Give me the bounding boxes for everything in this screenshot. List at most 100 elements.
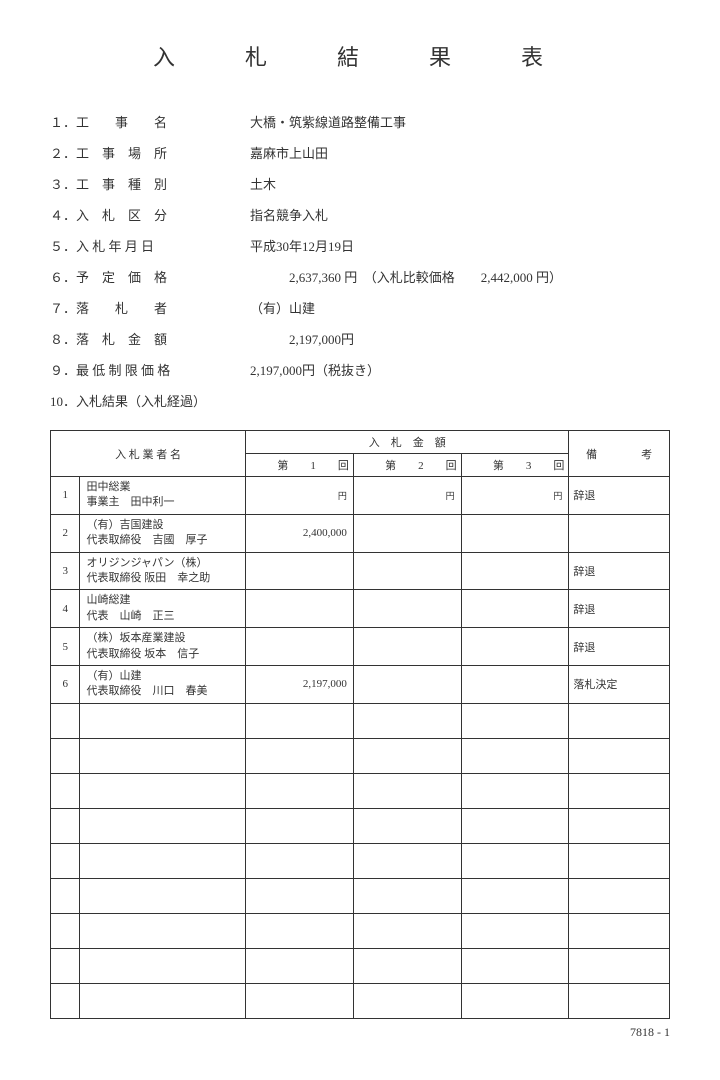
empty-cell: [51, 843, 80, 878]
empty-cell: [80, 738, 246, 773]
empty-cell: [569, 843, 670, 878]
empty-cell: [569, 773, 670, 808]
row-number: 3: [51, 552, 80, 590]
bid-round-3: 円: [461, 477, 569, 515]
bid-round-2: [353, 665, 461, 703]
info-list: １．工 事 名大橋・筑紫線道路整備工事２．工 事 場 所嘉麻市上山田３．工 事 …: [50, 112, 670, 410]
empty-cell: [51, 738, 80, 773]
bid-round-2: [353, 590, 461, 628]
info-label: ５．入 札 年 月 日: [50, 236, 250, 255]
remark: 辞退: [569, 552, 670, 590]
info-row: ２．工 事 場 所嘉麻市上山田: [50, 143, 670, 162]
table-row: [51, 878, 670, 913]
table-row: [51, 773, 670, 808]
remark: 辞退: [569, 628, 670, 666]
empty-cell: [353, 703, 461, 738]
empty-cell: [80, 878, 246, 913]
empty-cell: [246, 843, 354, 878]
bidder-name: （有）吉国建設代表取締役 吉國 厚子: [80, 514, 246, 552]
th-bidder-name: 入 札 業 者 名: [51, 431, 246, 477]
bid-round-2: [353, 552, 461, 590]
row-number: 6: [51, 665, 80, 703]
info-row: １．工 事 名大橋・筑紫線道路整備工事: [50, 112, 670, 131]
bidder-name: 山崎総建代表 山崎 正三: [80, 590, 246, 628]
info-label: １．工 事 名: [50, 112, 250, 131]
empty-cell: [569, 948, 670, 983]
empty-cell: [246, 983, 354, 1018]
th-round3: 第 3 回: [461, 454, 569, 477]
bid-round-2: [353, 514, 461, 552]
table-row: [51, 738, 670, 773]
remark: 辞退: [569, 477, 670, 515]
empty-cell: [80, 913, 246, 948]
row-number: 1: [51, 477, 80, 515]
info-row: 10．入札結果（入札経過）: [50, 391, 670, 410]
bid-round-3: [461, 628, 569, 666]
table-row: [51, 703, 670, 738]
empty-cell: [246, 808, 354, 843]
empty-cell: [51, 983, 80, 1018]
table-row: [51, 913, 670, 948]
remark: [569, 514, 670, 552]
info-row: ３．工 事 種 別土木: [50, 174, 670, 193]
bid-round-1: 2,197,000: [246, 665, 354, 703]
bid-round-2: [353, 628, 461, 666]
bid-round-1: 2,400,000: [246, 514, 354, 552]
bid-round-1: [246, 590, 354, 628]
bid-round-1: [246, 628, 354, 666]
info-label: ６．予 定 価 格: [50, 267, 250, 286]
empty-cell: [246, 878, 354, 913]
empty-cell: [246, 738, 354, 773]
table-row: 2（有）吉国建設代表取締役 吉國 厚子2,400,000: [51, 514, 670, 552]
info-value: 2,197,000円: [250, 329, 670, 348]
bid-round-3: [461, 665, 569, 703]
info-label: ９．最 低 制 限 価 格: [50, 360, 250, 379]
table-row: 3オリジンジャパン（株）代表取締役 阪田 幸之助辞退: [51, 552, 670, 590]
table-row: [51, 983, 670, 1018]
table-row: [51, 948, 670, 983]
info-label: ３．工 事 種 別: [50, 174, 250, 193]
empty-cell: [51, 948, 80, 983]
empty-cell: [80, 948, 246, 983]
empty-cell: [51, 878, 80, 913]
empty-cell: [461, 738, 569, 773]
info-row: ８．落 札 金 額 2,197,000円: [50, 329, 670, 348]
empty-cell: [353, 948, 461, 983]
bid-round-1: 円: [246, 477, 354, 515]
bid-round-3: [461, 590, 569, 628]
empty-cell: [80, 983, 246, 1018]
row-number: 5: [51, 628, 80, 666]
th-round2: 第 2 回: [353, 454, 461, 477]
empty-cell: [569, 913, 670, 948]
info-label: ７．落 札 者: [50, 298, 250, 317]
empty-cell: [353, 808, 461, 843]
table-row: [51, 808, 670, 843]
bid-round-3: [461, 552, 569, 590]
info-row: ７．落 札 者（有）山建: [50, 298, 670, 317]
info-label: ２．工 事 場 所: [50, 143, 250, 162]
empty-cell: [353, 738, 461, 773]
info-row: ５．入 札 年 月 日平成30年12月19日: [50, 236, 670, 255]
row-number: 2: [51, 514, 80, 552]
info-value: 指名競争入札: [250, 205, 670, 224]
empty-cell: [80, 843, 246, 878]
table-row: [51, 843, 670, 878]
empty-cell: [246, 913, 354, 948]
empty-cell: [569, 983, 670, 1018]
info-value: 嘉麻市上山田: [250, 143, 670, 162]
empty-cell: [353, 913, 461, 948]
empty-cell: [80, 808, 246, 843]
info-label: 10．入札結果（入札経過）: [50, 391, 250, 410]
table-row: 6（有）山建代表取締役 川口 春美2,197,000落札決定: [51, 665, 670, 703]
bid-result-table: 入 札 業 者 名 入 札 金 額 備 考 第 1 回 第 2 回 第 3 回 …: [50, 430, 670, 1019]
info-value: 2,637,360 円 （入札比較価格 2,442,000 円）: [250, 267, 670, 286]
info-value: 土木: [250, 174, 670, 193]
empty-cell: [51, 913, 80, 948]
bid-round-1: [246, 552, 354, 590]
table-row: 5（株）坂本産業建設代表取締役 坂本 信子辞退: [51, 628, 670, 666]
table-row: 4山崎総建代表 山崎 正三辞退: [51, 590, 670, 628]
remark: 落札決定: [569, 665, 670, 703]
empty-cell: [246, 948, 354, 983]
empty-cell: [461, 983, 569, 1018]
empty-cell: [51, 808, 80, 843]
